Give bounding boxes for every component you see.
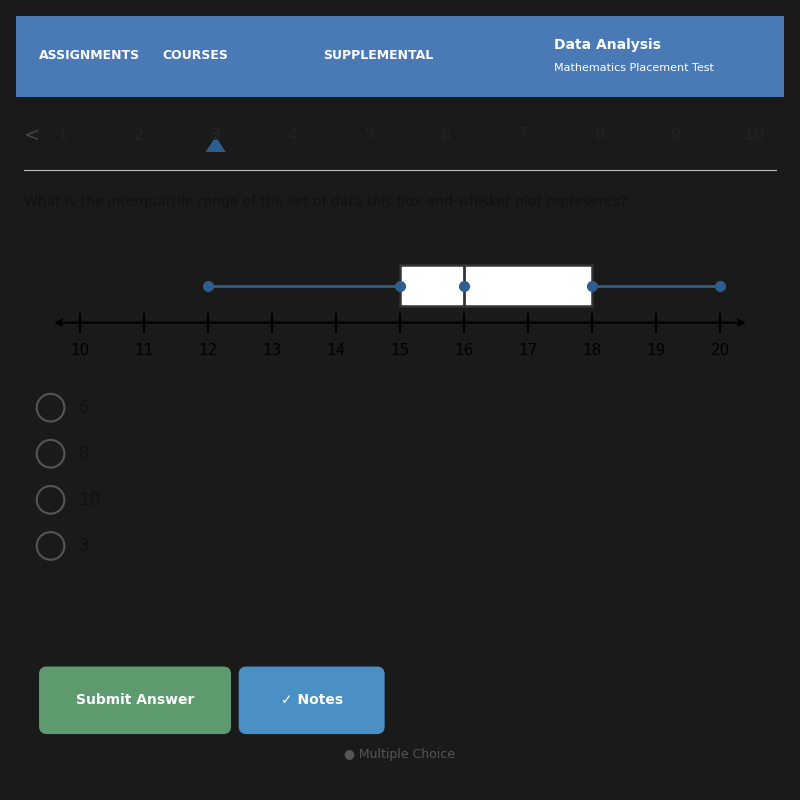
Text: 8: 8 (594, 126, 605, 144)
Text: 3: 3 (210, 126, 222, 144)
FancyBboxPatch shape (16, 16, 784, 97)
Text: 7: 7 (518, 126, 528, 144)
Text: 12: 12 (198, 343, 218, 358)
Text: 4: 4 (287, 126, 298, 144)
Text: 20: 20 (710, 343, 730, 358)
Text: 9: 9 (671, 126, 682, 144)
Text: ASSIGNMENTS: ASSIGNMENTS (39, 50, 140, 62)
Polygon shape (206, 137, 226, 152)
Bar (400, 265, 592, 306)
Text: ● Multiple Choice: ● Multiple Choice (345, 748, 455, 762)
Text: COURSES: COURSES (162, 50, 228, 62)
Text: 6: 6 (79, 398, 90, 417)
Text: 3: 3 (79, 537, 90, 555)
Text: 2: 2 (134, 126, 144, 144)
Text: Data Analysis: Data Analysis (554, 38, 661, 52)
Text: <: < (24, 126, 40, 145)
Text: Mathematics Placement Test: Mathematics Placement Test (554, 63, 714, 74)
Text: 15: 15 (390, 343, 410, 358)
Text: SUPPLEMENTAL: SUPPLEMENTAL (323, 50, 434, 62)
Text: ✓ Notes: ✓ Notes (281, 693, 342, 706)
Text: 1: 1 (57, 126, 67, 144)
Text: 13: 13 (262, 343, 282, 358)
Text: 10: 10 (70, 343, 90, 358)
Text: 17: 17 (518, 343, 538, 358)
Text: 8: 8 (79, 445, 90, 462)
Text: 14: 14 (326, 343, 346, 358)
FancyBboxPatch shape (238, 666, 385, 734)
Text: 18: 18 (582, 343, 602, 358)
Text: 11: 11 (134, 343, 154, 358)
Text: 6: 6 (441, 126, 451, 144)
Text: Submit Answer: Submit Answer (76, 693, 194, 706)
Text: 10: 10 (79, 491, 100, 509)
Text: What is the interquartile range of the set of data this box-and-whisker plot rep: What is the interquartile range of the s… (24, 195, 627, 209)
Text: 19: 19 (646, 343, 666, 358)
Text: 10: 10 (742, 126, 764, 144)
Text: 5: 5 (364, 126, 374, 144)
FancyBboxPatch shape (39, 666, 231, 734)
Text: 16: 16 (454, 343, 474, 358)
